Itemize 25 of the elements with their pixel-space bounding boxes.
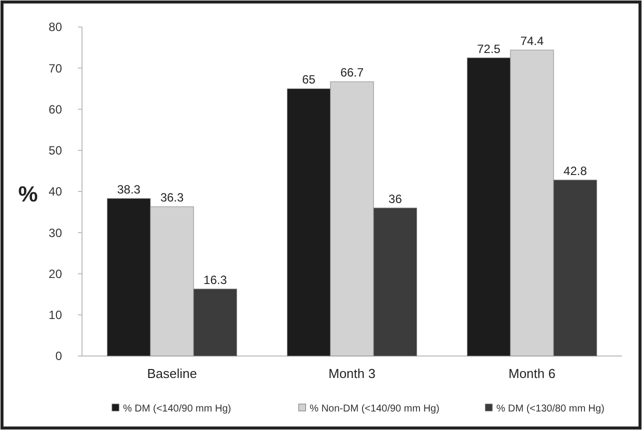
data-label: 65 (302, 72, 316, 87)
x-tick-label: Month 6 (508, 366, 556, 381)
data-label: 72.5 (477, 42, 501, 56)
data-label: 36 (388, 192, 402, 206)
legend-label: % Non-DM (<140/90 mm Hg) (310, 404, 440, 414)
data-label: 74.4 (520, 34, 544, 48)
data-label: 66.7 (340, 66, 364, 80)
x-tick-label: Month 3 (328, 366, 376, 381)
data-label: 36.3 (160, 190, 184, 205)
y-axis-title: % (18, 182, 38, 206)
y-tick-label: 70 (48, 61, 62, 76)
y-tick-label: 80 (48, 20, 62, 34)
y-tick-label: 0 (55, 349, 62, 364)
y-tick-label: 40 (48, 184, 62, 199)
data-label: 42.8 (564, 164, 588, 178)
y-tick-label: 10 (48, 308, 62, 322)
data-label: 38.3 (117, 182, 141, 196)
legend-label: % DM (<130/80 mm Hg) (496, 404, 604, 414)
y-tick-label: 20 (48, 266, 62, 281)
x-tick-label: Baseline (147, 366, 197, 381)
y-tick-label: 50 (48, 144, 62, 158)
y-tick-label: 60 (48, 102, 62, 116)
legend-label: % DM (<140/90 mm Hg) (123, 404, 232, 414)
data-label: 16.3 (204, 272, 228, 287)
y-tick-label: 30 (48, 226, 62, 240)
